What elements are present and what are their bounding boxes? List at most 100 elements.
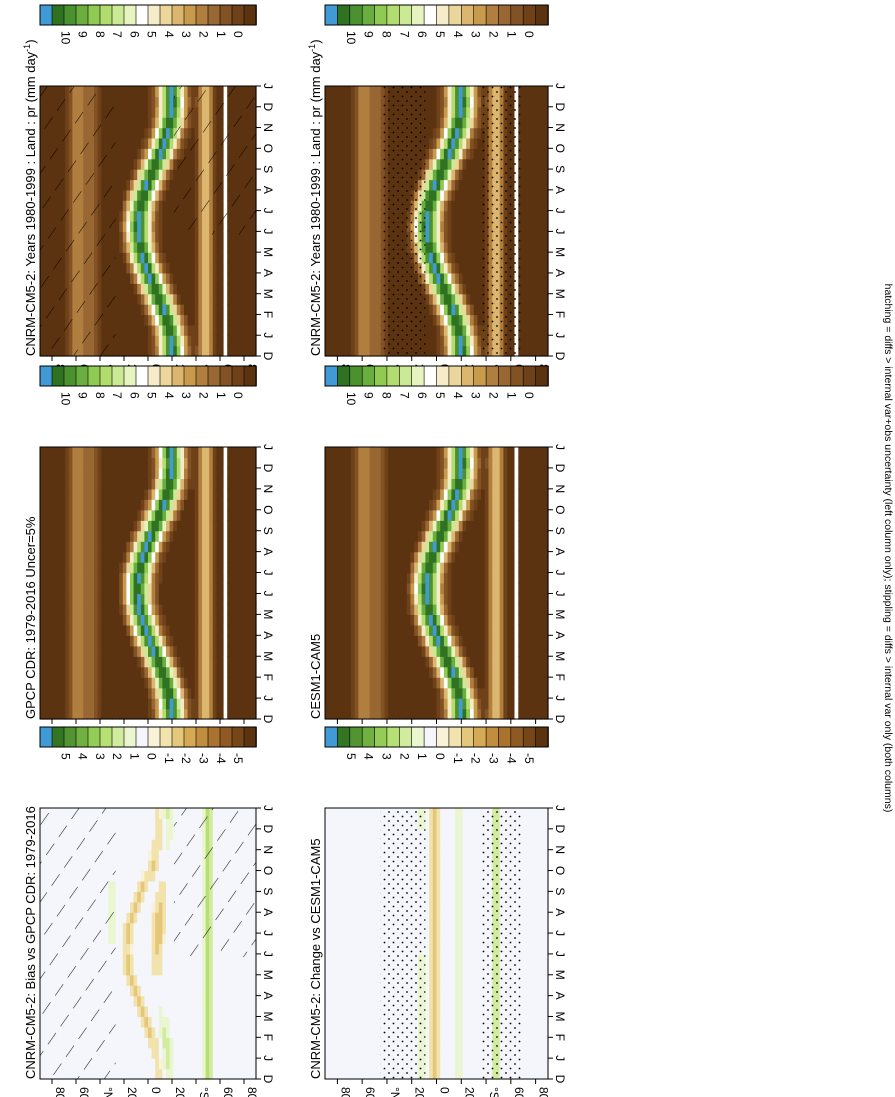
heatmap-cell — [336, 210, 341, 222]
heatmap-cell — [544, 137, 549, 149]
heatmap-cell — [202, 293, 207, 305]
heatmap-cell — [369, 96, 374, 108]
heatmap-cell — [198, 708, 203, 720]
heatmap-cell — [466, 106, 471, 118]
heatmap-cell — [130, 241, 135, 253]
heatmap-cell — [362, 200, 367, 212]
heatmap-cell — [151, 304, 156, 316]
heatmap-cell — [209, 614, 214, 626]
heatmap-cell — [162, 231, 167, 243]
heatmap-cell — [209, 708, 214, 720]
heatmap-cell — [43, 698, 48, 710]
heatmap-cell — [241, 262, 246, 274]
heatmap-cell — [336, 272, 341, 284]
heatmap-cell — [50, 708, 55, 720]
heatmap-cell — [462, 241, 467, 253]
heatmap-cell — [122, 221, 127, 232]
heatmap-cell — [144, 572, 149, 584]
heatmap-cell — [212, 677, 217, 689]
heatmap-cell — [130, 252, 135, 264]
heatmap-cell — [252, 583, 257, 595]
heatmap-cell — [79, 562, 84, 574]
heatmap-cell — [61, 509, 66, 521]
heatmap-cell — [148, 551, 153, 563]
heatmap-cell — [104, 520, 109, 532]
heatmap-cell — [58, 656, 63, 668]
heatmap-cell — [158, 614, 163, 626]
heatmap-cell — [176, 314, 181, 326]
heatmap-cell — [343, 179, 348, 191]
heatmap-cell — [365, 210, 371, 222]
heatmap-cell — [76, 698, 81, 710]
heatmap-cell — [212, 478, 217, 490]
heatmap-cell — [140, 283, 145, 295]
heatmap-cell — [241, 335, 246, 347]
heatmap-cell — [238, 314, 243, 326]
heatmap-cell — [477, 86, 482, 97]
heatmap-cell — [115, 221, 120, 232]
heatmap-cell — [137, 158, 142, 170]
heatmap-cell — [325, 210, 330, 222]
heatmap-cell — [362, 127, 367, 139]
month-tick-label: J — [261, 332, 275, 338]
heatmap-cell — [477, 137, 482, 149]
heatmap-cell — [369, 179, 374, 191]
heatmap-cell — [436, 293, 441, 305]
heatmap-cell — [180, 562, 185, 574]
heatmap-cell — [377, 200, 382, 212]
heatmap-cell — [151, 447, 156, 459]
heatmap-cell — [238, 252, 243, 264]
heatmap-cell — [377, 137, 382, 149]
heatmap-cell — [61, 488, 66, 500]
heatmap-cell — [332, 221, 337, 232]
heatmap-cell — [158, 158, 163, 170]
heatmap-cell — [234, 583, 239, 595]
heatmap-cell — [525, 231, 530, 243]
heatmap-cell — [137, 593, 142, 605]
heatmap-cell — [155, 687, 160, 699]
heatmap-cell — [166, 509, 171, 521]
heatmap-cell — [140, 656, 145, 668]
heatmap-cell — [122, 179, 127, 191]
heatmap-cell — [252, 324, 257, 336]
heatmap-cell — [440, 210, 445, 222]
heatmap-cell — [126, 488, 131, 500]
heatmap-cell — [61, 583, 66, 595]
heatmap-cell — [173, 335, 178, 347]
heatmap-cell — [339, 106, 345, 118]
month-tick-label: J — [553, 228, 567, 234]
heatmap-cell — [133, 262, 138, 274]
heatmap-cell — [436, 221, 441, 232]
heatmap-cell — [339, 189, 345, 201]
heatmap-cell — [241, 677, 246, 689]
heatmap-cell — [425, 158, 430, 170]
heatmap-cell — [198, 583, 203, 595]
heatmap-cell — [133, 283, 138, 295]
heatmap-cell — [205, 677, 210, 689]
heatmap-cell — [133, 467, 138, 479]
heatmap-cell — [529, 345, 534, 357]
heatmap-cell — [458, 210, 464, 222]
heatmap-cell — [362, 272, 367, 284]
heatmap-cell — [115, 169, 120, 181]
heatmap-cell — [187, 345, 192, 357]
heatmap-cell — [119, 96, 124, 108]
heatmap-cell — [144, 656, 149, 668]
heatmap-cell — [137, 86, 142, 97]
heatmap-cell — [451, 304, 456, 316]
heatmap-cell — [436, 252, 441, 264]
heatmap-cell — [328, 314, 333, 326]
heatmap-cell — [119, 656, 124, 668]
heatmap-cell — [122, 635, 127, 647]
heatmap-cell — [425, 86, 430, 97]
heatmap-cell — [351, 117, 356, 129]
heatmap-cell — [443, 106, 449, 118]
heatmap-cell — [529, 137, 534, 149]
heatmap-cell — [112, 478, 117, 490]
heatmap-cell — [173, 530, 178, 542]
heatmap-cell — [90, 666, 95, 678]
heatmap-cell — [245, 666, 250, 678]
heatmap-cell — [184, 499, 189, 511]
heatmap-cell — [122, 117, 127, 129]
heatmap-cell — [151, 241, 156, 253]
